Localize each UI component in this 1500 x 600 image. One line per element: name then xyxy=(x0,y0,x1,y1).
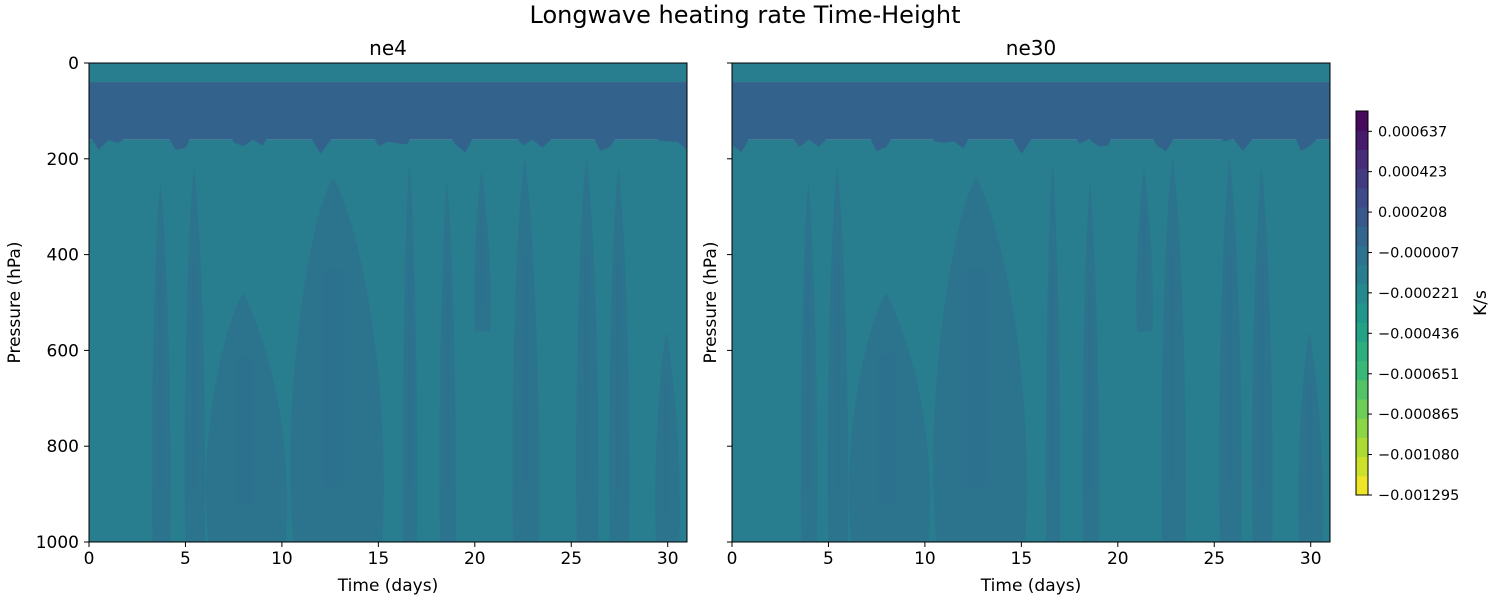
plume-core-6 xyxy=(1142,209,1146,307)
colorbar-level xyxy=(1356,456,1368,477)
plume-core-1 xyxy=(835,261,840,486)
colorbar: 0.000637 0.000423 0.000208 −0.000007 −0.0002… xyxy=(1355,110,1491,504)
plume-core-4 xyxy=(408,258,412,486)
panel-ne4: 0 5 10 15 20 25 30 0 200 400 600 800 1000 ne4 Time (da… xyxy=(5,36,688,596)
x-tick-label: 0 xyxy=(727,549,738,569)
plume-core-0 xyxy=(806,272,810,489)
colorbar-level xyxy=(1356,149,1368,170)
colorbar-level xyxy=(1356,245,1368,266)
x-tick-label: 25 xyxy=(560,549,582,569)
contour-band-0 xyxy=(732,63,1330,83)
x-tick-label: 5 xyxy=(180,549,191,569)
y-tick-label: 200 xyxy=(47,150,79,170)
axes-frame xyxy=(731,62,1331,543)
colorbar-level xyxy=(1356,418,1368,438)
colorbar-tick-label: −0.000865 xyxy=(1378,407,1459,423)
colorbar-level xyxy=(1356,111,1368,131)
y-axis-label: Pressure (hPa) xyxy=(701,242,721,364)
colorbar-tick-label: 0.000423 xyxy=(1378,165,1447,181)
plume-core-1 xyxy=(192,261,197,486)
colorbar-tick-label: −0.000221 xyxy=(1378,286,1459,302)
plume-core-7 xyxy=(522,254,528,485)
colorbar-tick-label: −0.001295 xyxy=(1378,488,1459,504)
colorbar-tick-label: 0.000637 xyxy=(1378,124,1447,140)
x-tick-label: 20 xyxy=(464,549,486,569)
plume-core-8 xyxy=(584,254,589,485)
colorbar-level xyxy=(1356,168,1368,189)
panel-title: ne4 xyxy=(369,36,407,60)
colorbar-level xyxy=(1356,130,1368,150)
axes-frame xyxy=(88,62,688,543)
plume-core-5 xyxy=(1088,272,1092,489)
colorbar-level xyxy=(1356,322,1368,342)
x-tick-label: 5 xyxy=(823,549,834,569)
colorbar-level xyxy=(1356,475,1368,496)
colorbar-tick-label: 0.000208 xyxy=(1378,205,1447,221)
y-axis-label: Pressure (hPa) xyxy=(5,242,25,364)
plume-core-3 xyxy=(967,268,986,488)
y-tick-label: 800 xyxy=(47,437,79,457)
colorbar-level xyxy=(1356,437,1368,458)
x-tick-label: 0 xyxy=(84,549,95,569)
x-tick-label: 20 xyxy=(1107,549,1129,569)
colorbar-level xyxy=(1356,399,1368,419)
plume-core-10 xyxy=(1307,383,1312,511)
y-tick-label: 600 xyxy=(47,341,79,361)
contour-band-0 xyxy=(89,63,687,83)
colorbar-tick-label: −0.000007 xyxy=(1378,246,1459,262)
colorbar-level xyxy=(1356,226,1368,246)
colorbar-level xyxy=(1356,207,1368,227)
plume-core-2 xyxy=(878,355,895,505)
colorbar-level xyxy=(1356,379,1368,400)
y-tick-label: 400 xyxy=(47,246,79,266)
plume-core-3 xyxy=(324,268,343,488)
panel-ne30: 0 5 10 15 20 25 30 ne30 Time (days) Pressure (hPa… xyxy=(701,36,1331,596)
colorbar-level xyxy=(1356,303,1368,323)
upper-band-edge xyxy=(732,82,1330,154)
colorbar-level xyxy=(1356,283,1368,304)
colorbar-tick-label: −0.000651 xyxy=(1378,367,1459,383)
colorbar-tick-label: −0.001080 xyxy=(1378,448,1459,464)
y-tick-label: 1000 xyxy=(36,533,79,553)
upper-band-edge xyxy=(89,82,687,154)
x-tick-label: 15 xyxy=(368,549,390,569)
x-tick-label: 15 xyxy=(1011,549,1033,569)
plume-core-6 xyxy=(480,209,484,307)
plume-core-9 xyxy=(616,261,621,486)
colorbar-label: K/s xyxy=(1471,290,1491,316)
panel-title: ne30 xyxy=(1006,36,1056,60)
x-axis-label: Time (days) xyxy=(337,576,438,596)
x-tick-label: 10 xyxy=(271,549,293,569)
plume-core-10 xyxy=(664,383,669,511)
y-tick-label: 0 xyxy=(68,54,79,74)
plume-core-8 xyxy=(1227,254,1232,485)
x-axis-label: Time (days) xyxy=(980,576,1081,596)
colorbar-level xyxy=(1356,264,1368,285)
plume-core-9 xyxy=(1259,261,1264,486)
colorbar-level xyxy=(1356,341,1368,362)
plume-core-7 xyxy=(1170,254,1175,485)
x-tick-label: 30 xyxy=(1300,549,1322,569)
x-tick-label: 25 xyxy=(1203,549,1225,569)
plume-core-4 xyxy=(1051,258,1055,486)
x-tick-label: 10 xyxy=(914,549,936,569)
plot-area xyxy=(89,63,687,542)
x-tick-label: 30 xyxy=(657,549,679,569)
colorbar-level xyxy=(1356,187,1368,208)
plot-area xyxy=(732,63,1330,542)
colorbar-level xyxy=(1356,360,1368,381)
plume-core-2 xyxy=(235,355,252,505)
plume-core-0 xyxy=(158,272,163,489)
figure-title: Longwave heating rate Time-Height xyxy=(530,1,961,29)
colorbar-frame xyxy=(1355,110,1369,496)
plume-core-5 xyxy=(445,272,449,489)
colorbar-tick-label: −0.000436 xyxy=(1378,326,1459,342)
